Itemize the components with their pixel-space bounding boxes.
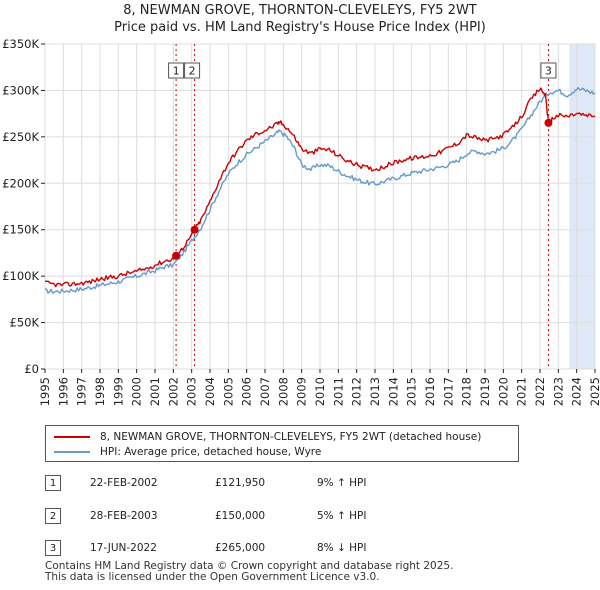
x-tick-label: 2012	[350, 377, 364, 406]
x-tick-label: 1999	[111, 377, 125, 406]
sale-row: 1 22-FEB-2002 £121,950 9% ↑ HPI	[45, 475, 565, 495]
legend-label-property: 8, NEWMAN GROVE, THORNTON-CLEVELEYS, FY5…	[100, 431, 482, 443]
hpi-series-line	[44, 86, 596, 294]
sale-hpi-change: 5% ↑ HPI	[317, 510, 367, 522]
x-tick-label: 2006	[240, 377, 254, 406]
x-tick-label: 2001	[148, 377, 162, 406]
sale-date: 22-FEB-2002	[90, 477, 158, 489]
sale-point	[544, 118, 553, 127]
y-tick-label: £0	[24, 362, 39, 376]
legend-swatch-property	[54, 436, 90, 438]
sale-number-badge: 3	[45, 540, 61, 556]
x-tick-label: 2019	[478, 377, 492, 406]
x-tick-label: 1996	[56, 377, 70, 406]
x-tick-label: 1997	[75, 377, 89, 406]
footer: Contains HM Land Registry data © Crown c…	[45, 561, 453, 583]
property-series-line	[44, 87, 596, 288]
x-tick-label: 2021	[515, 377, 529, 406]
sale-price: £265,000	[215, 542, 266, 554]
x-tick-label: 2003	[185, 377, 199, 406]
footer-line-2: This data is licensed under the Open Gov…	[45, 571, 380, 583]
title-line-1: 8, NEWMAN GROVE, THORNTON-CLEVELEYS, FY5…	[123, 3, 477, 18]
sale-point	[172, 251, 181, 260]
x-tick-label: 1995	[38, 377, 52, 406]
sale-marker-box	[540, 62, 557, 79]
x-tick-label: 2017	[441, 377, 455, 406]
x-tick-label: 2022	[533, 377, 547, 406]
sale-number-badge: 2	[45, 508, 61, 524]
sale-marker-box	[184, 62, 201, 79]
sale-hpi-change: 8% ↓ HPI	[317, 542, 367, 554]
x-tick-label: 2016	[423, 377, 437, 406]
y-tick-label: £250K	[2, 130, 39, 144]
x-tick-label: 2025	[588, 377, 600, 406]
x-tick-label: 2018	[460, 377, 474, 406]
sale-number-badge: 1	[45, 475, 61, 491]
y-tick-label: £350K	[2, 37, 39, 51]
x-tick-label: 2013	[368, 377, 382, 406]
x-tick-label: 2023	[551, 377, 565, 406]
sale-price: £150,000	[215, 510, 266, 522]
x-tick-label: 2000	[130, 377, 144, 406]
sale-row: 3 17-JUN-2022 £265,000 8% ↓ HPI	[45, 540, 565, 560]
forecast-shade	[569, 44, 595, 369]
title-line-2: Price paid vs. HM Land Registry's House …	[114, 20, 486, 35]
x-tick-label: 2004	[203, 377, 217, 406]
sale-price: £121,950	[215, 477, 266, 489]
legend-label-hpi: HPI: Average price, detached house, Wyre	[100, 446, 322, 458]
sale-marker-box	[168, 62, 185, 79]
footer-line-1: Contains HM Land Registry data © Crown c…	[45, 560, 454, 572]
x-tick-label: 2009	[295, 377, 309, 406]
x-tick-label: 2008	[276, 377, 290, 406]
legend-item-hpi: HPI: Average price, detached house, Wyre	[54, 444, 321, 460]
y-tick-label: £150K	[2, 223, 39, 237]
y-tick-label: £200K	[2, 176, 39, 190]
x-tick-label: 2010	[313, 377, 327, 406]
sale-marker-label: 1	[173, 65, 180, 78]
x-tick-label: 2024	[570, 377, 584, 406]
y-tick-label: £300K	[2, 83, 39, 97]
x-tick-label: 1998	[93, 377, 107, 406]
x-tick-label: 2007	[258, 377, 272, 406]
sale-marker-label: 3	[545, 65, 552, 78]
y-tick-label: £50K	[10, 316, 40, 330]
sale-marker-label: 2	[189, 65, 196, 78]
legend-swatch-hpi	[54, 451, 90, 453]
chart-title: 8, NEWMAN GROVE, THORNTON-CLEVELEYS, FY5…	[0, 2, 600, 36]
x-tick-label: 2015	[405, 377, 419, 406]
sale-hpi-change: 9% ↑ HPI	[317, 477, 367, 489]
sale-point	[190, 225, 199, 234]
x-tick-label: 2011	[331, 377, 345, 406]
sale-date: 28-FEB-2003	[90, 510, 158, 522]
x-tick-label: 2014	[386, 377, 400, 406]
x-tick-label: 2005	[221, 377, 235, 406]
legend-item-property: 8, NEWMAN GROVE, THORNTON-CLEVELEYS, FY5…	[54, 429, 481, 445]
legend: 8, NEWMAN GROVE, THORNTON-CLEVELEYS, FY5…	[45, 425, 519, 462]
x-tick-label: 2002	[166, 377, 180, 406]
sale-date: 17-JUN-2022	[90, 542, 157, 554]
y-tick-label: £100K	[2, 269, 39, 283]
x-tick-label: 2020	[496, 377, 510, 406]
sale-row: 2 28-FEB-2003 £150,000 5% ↑ HPI	[45, 508, 565, 528]
